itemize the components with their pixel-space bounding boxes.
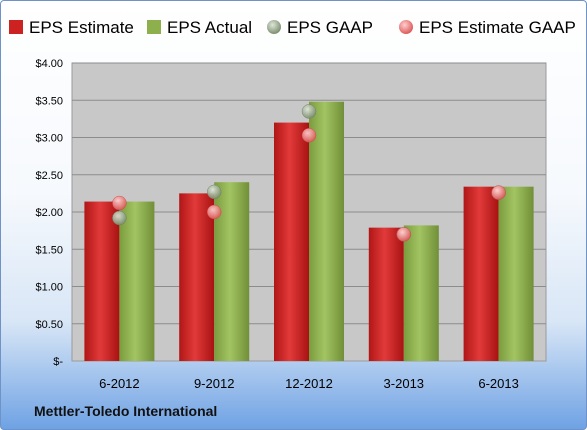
point-eps-gaap — [112, 210, 127, 226]
legend: EPS Estimate EPS Actual EPS GAAP EPS Estima… — [9, 18, 576, 37]
legend-label: EPS GAAP — [287, 18, 373, 37]
y-tick-label: $3.50 — [35, 95, 63, 107]
y-tick-label: $0.50 — [35, 319, 63, 331]
legend-label: EPS Actual — [167, 18, 252, 37]
bar-eps-estimate — [179, 193, 215, 361]
y-tick-label: $2.00 — [35, 207, 63, 219]
bars — [84, 101, 534, 362]
bar-eps-estimate — [368, 227, 404, 361]
y-tick-label: $1.50 — [35, 244, 63, 256]
point-eps-estimate-gaap — [112, 195, 127, 211]
legend-swatch — [399, 20, 413, 34]
x-tick-label: 12-2012 — [285, 376, 333, 391]
legend-swatch — [267, 20, 281, 34]
point-eps-estimate-gaap — [396, 227, 412, 242]
point-eps-estimate-gaap — [206, 204, 222, 220]
legend-swatch — [147, 20, 161, 34]
point-eps-gaap — [301, 104, 317, 119]
y-tick-label: $- — [53, 356, 63, 368]
point-eps-estimate-gaap — [301, 128, 317, 143]
point-eps-gaap — [206, 184, 222, 200]
y-tick-label: $1.00 — [35, 282, 63, 294]
x-tick-label: 6-2013 — [478, 376, 518, 391]
legend-label: EPS Estimate — [29, 18, 134, 37]
bar-eps-estimate — [463, 186, 499, 361]
bar-eps-actual — [119, 201, 155, 361]
bar-eps-actual — [498, 186, 534, 361]
bar-eps-actual — [309, 101, 344, 362]
y-tick-label: $2.50 — [35, 170, 63, 182]
x-axis-ticks: 6-2012 9-2012 12-2012 3-2013 6-2013 — [99, 376, 519, 391]
legend-swatch — [9, 20, 23, 34]
point-eps-estimate-gaap — [491, 185, 506, 200]
bar-eps-actual — [403, 225, 439, 361]
y-tick-label: $3.00 — [35, 133, 63, 145]
bar-eps-estimate — [84, 201, 120, 361]
company-name: Mettler-Toledo International — [34, 403, 218, 419]
x-tick-label: 3-2013 — [384, 376, 424, 391]
points — [112, 104, 506, 242]
legend-label: EPS Estimate GAAP — [419, 18, 576, 37]
bar-eps-estimate — [274, 122, 309, 361]
y-axis-ticks: $- $0.50 $1.00 $1.50 $2.00 $2.50 $3.00 $3.50 $4.… — [35, 58, 63, 368]
x-tick-label: 6-2012 — [99, 376, 139, 391]
y-tick-label: $4.00 — [35, 58, 63, 70]
x-tick-label: 9-2012 — [194, 376, 234, 391]
